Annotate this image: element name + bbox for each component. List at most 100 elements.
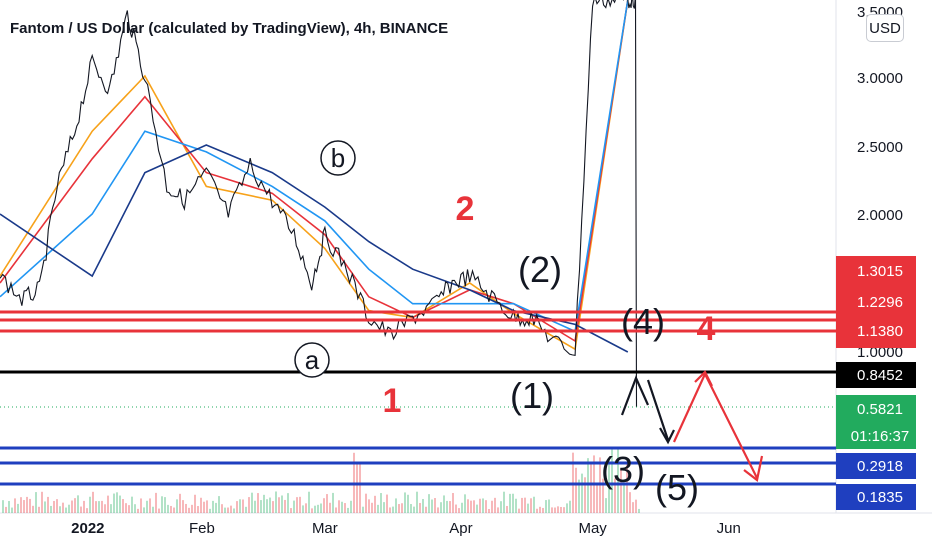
volume-bar bbox=[176, 499, 178, 513]
volume-bar bbox=[38, 506, 40, 513]
volume-bar bbox=[395, 498, 397, 513]
volume-bar bbox=[416, 491, 418, 513]
volume-bar bbox=[140, 498, 142, 513]
wave-label: (2) bbox=[518, 249, 562, 290]
volume-bar bbox=[356, 461, 358, 513]
volume-bar bbox=[47, 496, 49, 513]
price-label-background bbox=[836, 362, 916, 388]
volume-bar bbox=[494, 497, 496, 513]
volume-bar bbox=[317, 504, 319, 513]
volume-bar bbox=[50, 505, 52, 513]
volume-bar bbox=[98, 501, 100, 513]
volume-bar bbox=[251, 492, 253, 513]
volume-bar bbox=[134, 504, 136, 513]
x-tick-label: Jun bbox=[717, 520, 741, 537]
volume-bar bbox=[314, 505, 316, 513]
volume-bar bbox=[191, 504, 193, 513]
volume-bar bbox=[68, 504, 70, 513]
volume-bar bbox=[434, 498, 436, 513]
volume-bar bbox=[35, 492, 37, 513]
volume-bar bbox=[518, 508, 520, 513]
price-level-label: 1.2296 bbox=[857, 294, 903, 311]
volume-bar bbox=[377, 504, 379, 513]
currency-button[interactable]: USD bbox=[866, 14, 904, 42]
volume-bar bbox=[479, 498, 481, 513]
volume-bar bbox=[560, 506, 562, 513]
volume-bar bbox=[611, 449, 613, 513]
volume-bar bbox=[26, 496, 28, 513]
volume-bar bbox=[152, 506, 154, 513]
volume-bar bbox=[296, 497, 298, 513]
volume-bar bbox=[131, 496, 133, 513]
volume-bar bbox=[623, 484, 625, 513]
volume-bar bbox=[242, 499, 244, 513]
volume-bar bbox=[101, 500, 103, 513]
x-tick-label: Feb bbox=[189, 520, 215, 537]
volume-bar bbox=[521, 497, 523, 513]
projection-arrow-head bbox=[743, 455, 764, 482]
volume-bar bbox=[605, 498, 607, 513]
volume-bar bbox=[311, 508, 313, 513]
volume-bar bbox=[158, 508, 160, 513]
volume-bar bbox=[155, 492, 157, 513]
volume-bar bbox=[488, 508, 490, 513]
volume-bar bbox=[164, 497, 166, 513]
volume-bar bbox=[308, 491, 310, 513]
volume-bar bbox=[638, 508, 640, 513]
volume-bar bbox=[386, 494, 388, 513]
volume-bar bbox=[530, 498, 532, 513]
projection-arrow-head bbox=[659, 427, 675, 445]
volume-bar bbox=[512, 493, 514, 513]
volume-bar bbox=[536, 508, 538, 513]
volume-bar bbox=[389, 507, 391, 513]
volume-bar bbox=[8, 501, 10, 513]
volume-bar bbox=[563, 507, 565, 513]
volume-bar bbox=[302, 505, 304, 513]
volume-bar bbox=[503, 491, 505, 513]
volume-bar bbox=[620, 468, 622, 513]
volume-bar bbox=[74, 498, 76, 513]
volume-bar bbox=[515, 498, 517, 513]
price-label-background bbox=[836, 453, 916, 479]
volume-bar bbox=[527, 503, 529, 513]
volume-bar bbox=[113, 493, 115, 513]
volume-bar bbox=[32, 505, 34, 513]
countdown-label: 01:16:37 bbox=[851, 428, 909, 445]
volume-bar bbox=[413, 506, 415, 513]
volume-bar bbox=[548, 499, 550, 513]
volume-bar bbox=[77, 495, 79, 513]
volume-bar bbox=[626, 463, 628, 513]
volume-bar bbox=[545, 500, 547, 513]
volume-bar bbox=[119, 495, 121, 513]
volume-bar bbox=[347, 507, 349, 513]
volume-bar bbox=[137, 508, 139, 513]
moving-average-line bbox=[0, 0, 629, 351]
volume-bar bbox=[437, 507, 439, 513]
volume-bar bbox=[95, 501, 97, 513]
x-tick-label: Mar bbox=[312, 520, 338, 537]
volume-bar bbox=[359, 461, 361, 513]
wave-label: 2 bbox=[456, 190, 475, 228]
price-level-label: 1.3015 bbox=[857, 263, 903, 280]
volume-bar bbox=[263, 494, 265, 513]
volume-bar bbox=[590, 461, 592, 513]
volume-bar bbox=[629, 492, 631, 513]
wave-circle bbox=[294, 342, 330, 378]
volume-bar bbox=[422, 498, 424, 513]
volume-bar bbox=[404, 492, 406, 513]
volume-bar bbox=[278, 497, 280, 513]
volume-bar bbox=[224, 507, 226, 513]
projection-arrow-black bbox=[620, 375, 650, 416]
volume-bar bbox=[71, 500, 73, 513]
volume-bar bbox=[608, 459, 610, 513]
volume-bar bbox=[11, 507, 13, 513]
volume-bar bbox=[533, 496, 535, 513]
volume-bar bbox=[365, 493, 367, 513]
wave-label: (1) bbox=[510, 375, 554, 416]
volume-bar bbox=[248, 497, 250, 513]
volume-bar bbox=[197, 506, 199, 513]
volume-bar bbox=[392, 506, 394, 513]
volume-bar bbox=[5, 506, 7, 513]
volume-bars bbox=[2, 447, 640, 513]
